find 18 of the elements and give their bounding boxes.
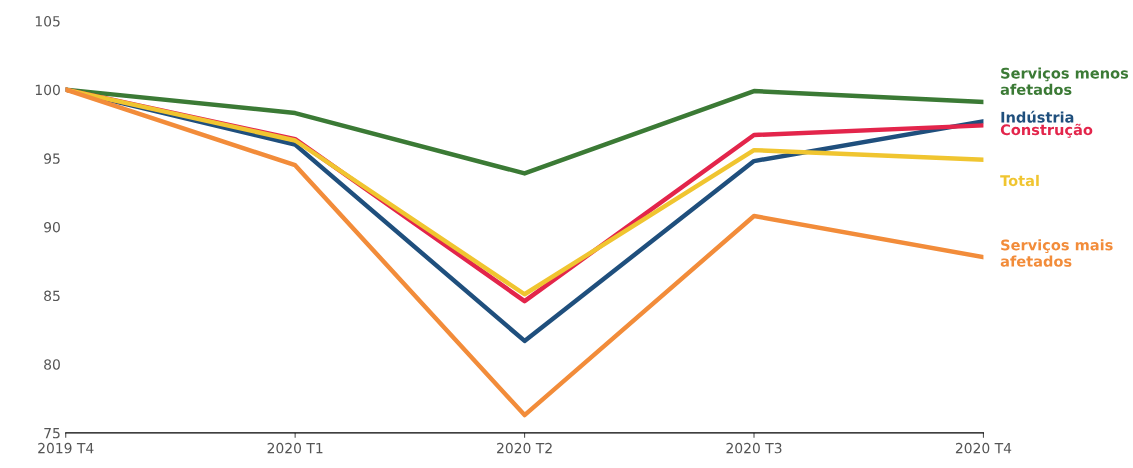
- y-tick-label: 75: [44, 428, 60, 439]
- y-tick-label: 80: [44, 359, 60, 370]
- series-label: Serviços menos afetados: [1000, 67, 1129, 96]
- series-label: Construção: [1000, 123, 1093, 138]
- x-tick-label: 2020 T3: [726, 442, 782, 454]
- x-tick-label: 2020 T4: [955, 442, 1012, 454]
- y-tick-label: 105: [35, 16, 60, 27]
- y-tick-label: 90: [44, 221, 60, 233]
- series-label: Serviços mais afetados: [1000, 239, 1113, 267]
- series-label: Indústria: [1001, 110, 1074, 123]
- line-series: [65, 87, 984, 418]
- series-label: Total: [1000, 174, 1039, 187]
- x-tick-label: 2020 T1: [267, 442, 323, 454]
- y-tick-label: 95: [44, 153, 60, 164]
- y-tick-label: 85: [44, 290, 60, 302]
- x-tick-label: 2019 T4: [38, 442, 94, 454]
- x-tick-label: 2020 T2: [497, 442, 552, 454]
- y-tick-label: 100: [35, 84, 60, 96]
